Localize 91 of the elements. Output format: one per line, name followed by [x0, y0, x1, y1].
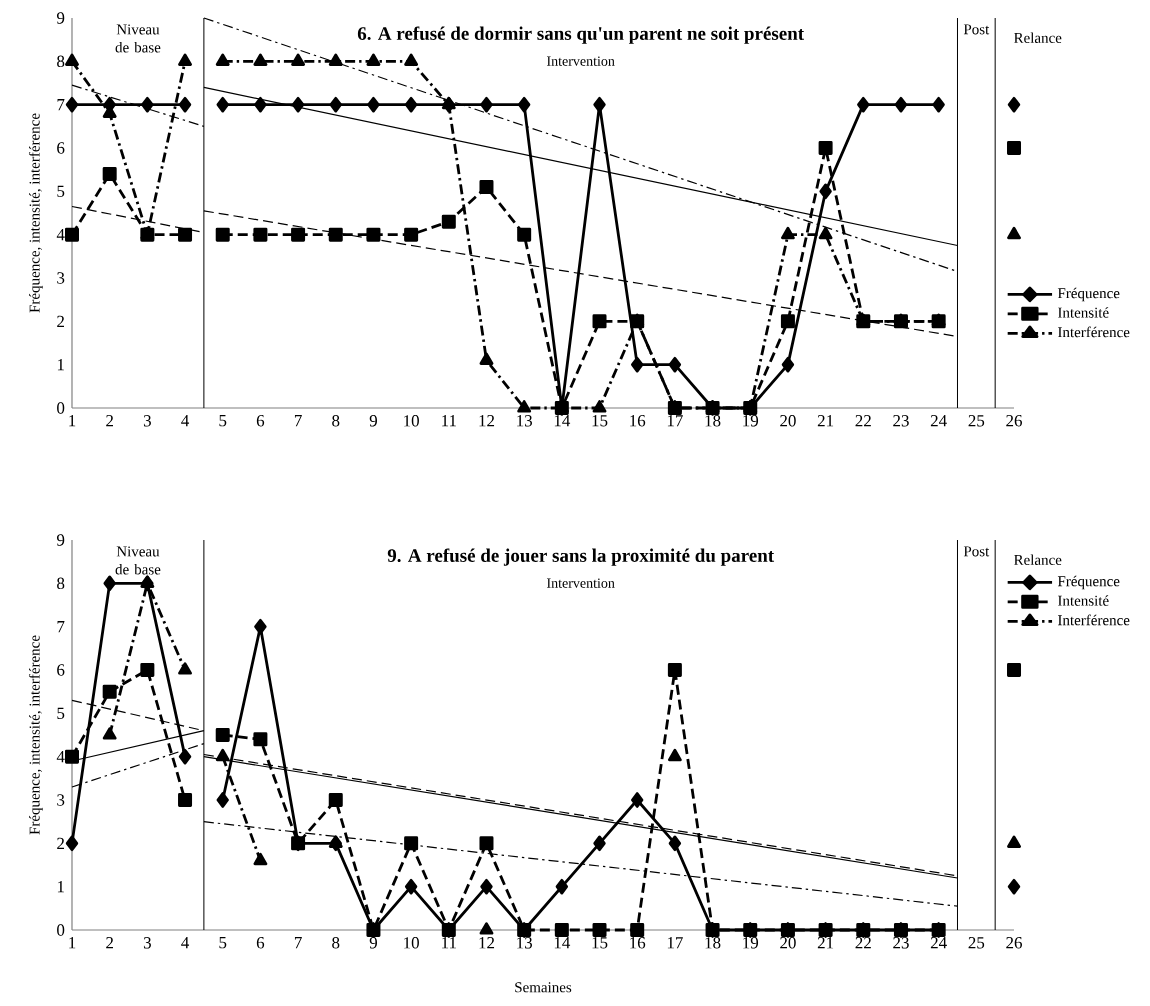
y-tick-label: 8	[57, 577, 65, 590]
y-tick-label: 5	[57, 185, 65, 197]
x-tick-label: 21	[817, 415, 834, 427]
y-tick-label: 9	[56, 534, 65, 546]
legend-label: Interférence	[1058, 614, 1130, 626]
x-tick-label: 17	[667, 937, 683, 949]
x-tick-label: 12	[479, 937, 495, 949]
legend-label: Interférence	[1058, 326, 1130, 338]
y-tick-label: 0	[57, 924, 65, 936]
y-tick-label: 0	[57, 402, 65, 414]
x-axis-title: Semaines	[515, 982, 572, 993]
x-tick-label: 16	[630, 937, 646, 949]
annotation: Niveau de base	[115, 546, 161, 575]
x-tick-label: 10	[404, 937, 419, 949]
x-tick-label: 15	[592, 937, 608, 949]
x-tick-label: 23	[893, 415, 909, 427]
y-tick-label: 6	[57, 664, 65, 676]
annotation: Intervention	[546, 56, 615, 66]
x-tick-label: 14	[554, 937, 571, 949]
x-tick-label: 10	[404, 415, 419, 427]
chart-title: 6. A refusé de dormir sans qu'un parent ne soit présent	[357, 26, 805, 44]
x-tick-label: 26	[1006, 937, 1023, 949]
y-tick-label: 1	[57, 359, 64, 371]
x-tick-label: 13	[517, 937, 533, 949]
y-tick-label: 2	[57, 315, 64, 327]
x-tick-label: 14	[554, 415, 571, 427]
x-tick-label: 19	[743, 415, 759, 427]
legend-label: Fréquence	[1057, 575, 1120, 590]
x-tick-label: 1	[69, 937, 76, 949]
y-tick-label: 4	[56, 751, 65, 763]
x-tick-label: 24	[930, 937, 947, 949]
x-tick-label: 25	[968, 415, 985, 427]
chart-title: 9. A refusé de jouer sans la proximité du parent	[387, 548, 775, 566]
x-tick-label: 20	[780, 937, 796, 949]
x-tick-label: 12	[479, 415, 495, 427]
x-tick-label: 1	[69, 415, 76, 427]
x-tick-label: 9	[369, 937, 377, 949]
x-tick-label: 5	[219, 937, 227, 949]
x-tick-label: 4	[181, 415, 190, 427]
x-tick-label: 8	[332, 937, 340, 949]
x-tick-label: 11	[442, 937, 456, 949]
y-tick-label: 3	[57, 794, 65, 806]
legend-label: Intensité	[1058, 595, 1109, 606]
y-tick-label: 1	[57, 881, 64, 893]
annotation: Niveau de base	[115, 24, 161, 53]
legend-label: Intensité	[1058, 307, 1109, 318]
x-tick-label: 21	[817, 937, 834, 949]
x-tick-label: 2	[106, 415, 113, 427]
y-tick-label: 9	[56, 12, 65, 24]
y-tick-label: 3	[57, 272, 65, 284]
x-tick-label: 6	[256, 415, 265, 427]
x-tick-label: 18	[705, 415, 721, 427]
y-tick-label: 7	[57, 99, 65, 111]
x-tick-label: 11	[442, 415, 456, 427]
annotation: Post	[963, 546, 990, 557]
y-tick-label: 6	[57, 142, 65, 154]
x-tick-label: 15	[592, 415, 608, 427]
x-tick-label: 9	[369, 415, 377, 427]
y-tick-label: 2	[57, 837, 64, 849]
y-tick-label: 8	[57, 55, 65, 68]
annotation: Relance	[1014, 554, 1062, 565]
y-axis-title: Fréquence, intensité, interférence	[28, 635, 43, 835]
x-tick-label: 25	[968, 937, 985, 949]
x-tick-label: 20	[780, 415, 796, 427]
x-tick-label: 18	[705, 937, 721, 949]
x-tick-label: 4	[181, 937, 190, 949]
annotation: Post	[963, 24, 990, 35]
annotation: Relance	[1014, 32, 1062, 43]
x-tick-label: 17	[667, 415, 683, 427]
x-tick-label: 3	[143, 415, 151, 427]
y-tick-label: 4	[56, 229, 65, 241]
y-tick-label: 5	[57, 707, 65, 719]
y-axis-title: Fréquence, intensité, interférence	[28, 113, 43, 313]
x-tick-label: 2	[106, 937, 113, 949]
x-tick-label: 7	[294, 937, 302, 949]
x-tick-label: 13	[517, 415, 533, 427]
x-tick-label: 22	[855, 937, 871, 949]
x-tick-label: 3	[143, 937, 151, 949]
x-tick-label: 19	[743, 937, 759, 949]
annotation: Intervention	[546, 578, 615, 588]
x-tick-label: 5	[219, 415, 227, 427]
x-tick-label: 6	[256, 937, 265, 949]
y-tick-label: 7	[57, 621, 65, 633]
x-tick-label: 7	[294, 415, 302, 427]
x-tick-label: 16	[630, 415, 646, 427]
x-tick-label: 23	[893, 937, 909, 949]
x-tick-label: 24	[930, 415, 947, 427]
x-tick-label: 8	[332, 415, 340, 427]
x-tick-label: 26	[1006, 415, 1023, 427]
x-tick-label: 22	[855, 415, 871, 427]
legend-label: Fréquence	[1057, 287, 1120, 302]
